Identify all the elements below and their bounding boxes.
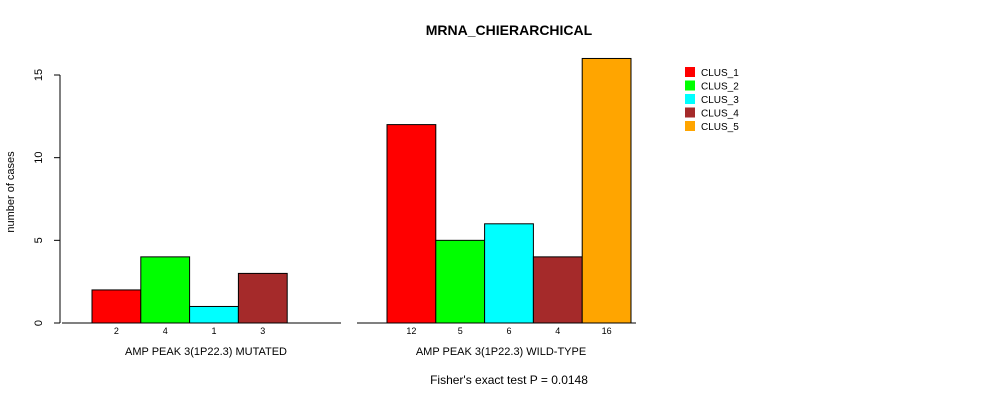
y-tick-label: 15 <box>33 69 45 81</box>
y-axis: 0 5 10 15 number of cases <box>5 69 61 326</box>
legend: CLUS_1 CLUS_2 CLUS_3 CLUS_4 CLUS_5 <box>685 67 739 133</box>
y-tick-label: 10 <box>33 152 45 164</box>
legend-swatch <box>685 121 695 131</box>
bar-count-label: 6 <box>506 326 511 336</box>
legend-swatch <box>685 107 695 118</box>
bar-count-label: 4 <box>163 326 168 336</box>
legend-swatch <box>685 94 695 104</box>
chart-title: MRNA_CHIERARCHICAL <box>426 22 593 38</box>
y-ticks: 0 5 10 15 <box>33 69 60 326</box>
bar-clus-2 <box>140 256 191 324</box>
bar-group: 2 4 1 3 AMP PEAK 3(1P22.3) MUTATED <box>62 256 341 358</box>
bar-count-label: 16 <box>602 326 612 336</box>
bar-count-label: 2 <box>114 326 119 336</box>
legend-label: CLUS_1 <box>701 68 739 79</box>
y-tick-label: 0 <box>33 320 45 326</box>
bar-count-label: 4 <box>555 326 560 336</box>
legend-label: CLUS_2 <box>701 82 739 93</box>
y-tick-label: 5 <box>33 237 45 243</box>
bar-count-label: 3 <box>260 326 265 336</box>
bar-count-label: 5 <box>458 326 463 336</box>
bar-clus-3 <box>484 223 534 324</box>
bar-clus-3 <box>189 305 239 324</box>
bar-clus-1 <box>386 124 437 324</box>
bar-groups: 2 4 1 3 AMP PEAK 3(1P22.3) MUTATED 12 5 6 4 16 AMP… <box>62 57 636 358</box>
bar-clus-2 <box>435 239 486 324</box>
legend-label: CLUS_4 <box>701 109 739 120</box>
bar-group: 12 5 6 4 16 AMP PEAK 3(1P22.3) WILD-TYPE <box>357 57 636 358</box>
legend-label: CLUS_5 <box>701 122 739 133</box>
y-axis-label: number of cases <box>5 151 17 233</box>
bar-count-label: 1 <box>211 326 216 336</box>
bar-count-label: 12 <box>406 326 416 336</box>
group-label: AMP PEAK 3(1P22.3) MUTATED <box>125 346 287 358</box>
legend-label: CLUS_3 <box>701 95 739 106</box>
bar-clus-1 <box>91 289 142 324</box>
bar-clus-4 <box>237 272 288 324</box>
fisher-test-note: Fisher's exact test P = 0.0148 <box>430 373 588 387</box>
group-label: AMP PEAK 3(1P22.3) WILD-TYPE <box>416 346 586 358</box>
legend-swatch <box>685 80 695 91</box>
legend-swatch <box>685 67 695 77</box>
bar-clus-5 <box>581 57 632 324</box>
bar-clus-4 <box>532 256 583 324</box>
